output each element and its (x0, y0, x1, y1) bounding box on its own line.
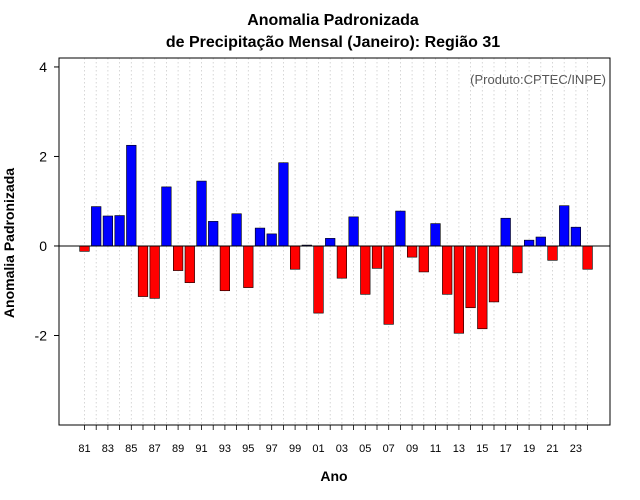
x-tick-label: 95 (242, 443, 254, 455)
bar-15 (477, 245, 488, 330)
bar-83 (102, 215, 113, 247)
bar-21 (547, 245, 558, 261)
bar-96 (254, 227, 266, 247)
x-tick-label: 81 (78, 443, 90, 455)
bar-13 (453, 245, 465, 334)
bar-82 (91, 206, 102, 247)
y-tick-label: 4 (39, 59, 47, 75)
bar-06 (371, 245, 383, 269)
bar-10 (418, 245, 429, 273)
axes: -2 0 2 4 81 83 85 87 89 91 93 95 97 99 01 03 05 07 09 11 13 1… (35, 57, 611, 455)
x-axis-label: Ano (320, 468, 347, 484)
x-tick-label: 13 (453, 443, 465, 455)
y-axis-label: Anomalia Padronizada (1, 168, 17, 318)
x-tick-label: 05 (359, 443, 371, 455)
chart-subtitle: de Precipitação Mensal (Janeiro): Região… (166, 34, 500, 51)
bar-08 (395, 210, 406, 247)
bar-12 (442, 245, 453, 295)
bar-87 (149, 245, 160, 299)
bar-14 (465, 245, 476, 309)
chart-title: Anomalia Padronizada (247, 12, 419, 29)
x-tick-label: 87 (149, 443, 161, 455)
bar-22 (559, 205, 570, 247)
bar-07 (383, 245, 394, 325)
x-tick-label: 19 (523, 443, 535, 455)
x-tick-label: 09 (406, 443, 418, 455)
bar-88 (161, 186, 172, 247)
bar-20 (535, 236, 546, 247)
x-tick-label: 23 (570, 443, 582, 455)
bar-23 (570, 226, 581, 247)
bar-99 (289, 245, 301, 270)
bar-19 (523, 239, 535, 247)
bar-95 (243, 245, 254, 288)
x-tick-label: 91 (195, 443, 207, 455)
bar-93 (219, 245, 231, 292)
bar-98 (278, 162, 289, 247)
bar-01 (313, 245, 324, 314)
x-tick-label: 07 (383, 443, 395, 455)
y-tick-label: -2 (35, 327, 48, 343)
bar-92 (208, 221, 219, 247)
bar-17 (500, 217, 511, 247)
bar-97 (266, 233, 277, 247)
bar-11 (430, 223, 441, 247)
x-tick-label: 93 (219, 443, 231, 455)
bar-03 (336, 245, 348, 279)
x-tick-label: 15 (476, 443, 488, 455)
x-tick-label: 89 (172, 443, 184, 455)
bar-91 (196, 180, 207, 247)
bar-94 (231, 213, 242, 247)
credit-annotation: (Produto:CPTEC/INPE) (470, 72, 606, 87)
x-tick-label: 03 (336, 443, 348, 455)
x-tick-label: 85 (125, 443, 137, 455)
bar-89 (173, 245, 184, 271)
y-tick-label: 2 (39, 148, 47, 164)
bar-16 (488, 245, 500, 303)
bar-85 (126, 144, 137, 247)
bar-86 (137, 245, 149, 297)
y-tick-label: 0 (39, 238, 47, 254)
bar-24 (582, 245, 593, 270)
grid-lines (84, 58, 588, 425)
bars (79, 144, 593, 334)
bar-18 (512, 245, 523, 274)
x-tick-label: 01 (312, 443, 324, 455)
bar-90 (184, 245, 195, 283)
x-tick-label: 17 (500, 443, 512, 455)
bar-04 (348, 216, 359, 247)
x-tick-label: 99 (289, 443, 301, 455)
x-tick-label: 83 (102, 443, 114, 455)
bar-05 (360, 245, 371, 295)
bar-84 (114, 215, 125, 247)
bar-09 (406, 245, 418, 258)
bar-81 (79, 245, 90, 252)
x-tick-label: 21 (546, 443, 558, 455)
bar-02 (325, 238, 336, 247)
plot-frame (58, 57, 611, 426)
x-tick-label: 97 (266, 443, 278, 455)
x-tick-label: 11 (430, 443, 441, 455)
